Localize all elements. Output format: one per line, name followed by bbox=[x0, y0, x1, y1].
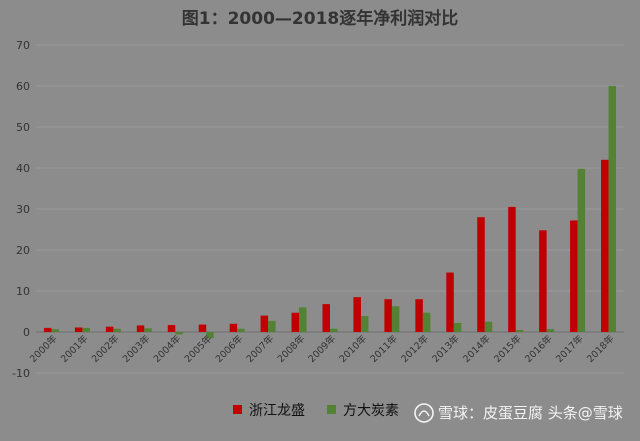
bar-fangda-carbon bbox=[175, 332, 183, 335]
bar-zhejiang-longsheng bbox=[415, 299, 423, 332]
bar-fangda-carbon bbox=[144, 328, 152, 332]
x-tick-label: 2013年 bbox=[430, 332, 463, 365]
bar-zhejiang-longsheng bbox=[43, 327, 52, 332]
bar-zhejiang-longsheng bbox=[167, 325, 176, 332]
bar-fangda-carbon bbox=[237, 328, 245, 332]
x-tick-label: 2000年 bbox=[27, 332, 60, 365]
legend-swatch-fangda-carbon bbox=[327, 405, 336, 414]
bar-zhejiang-longsheng bbox=[229, 323, 238, 332]
bar-fangda-carbon bbox=[484, 321, 493, 332]
x-tick-label: 2004年 bbox=[151, 332, 184, 365]
bar-zhejiang-longsheng bbox=[291, 312, 300, 332]
bar-fangda-carbon bbox=[268, 320, 276, 332]
x-tick-label: 2012年 bbox=[399, 332, 432, 365]
x-tick-label: 2017年 bbox=[553, 332, 586, 365]
bar-zhejiang-longsheng bbox=[74, 327, 83, 332]
bar-fangda-carbon bbox=[360, 316, 369, 332]
legend-swatch-zhejiang-longsheng bbox=[233, 405, 242, 414]
bars bbox=[43, 86, 617, 339]
legend-label-fangda-carbon: 方大炭素 bbox=[343, 403, 399, 419]
legend-label-zhejiang-longsheng: 浙江龙盛 bbox=[249, 403, 305, 419]
bar-fangda-carbon bbox=[82, 327, 90, 332]
bar-fangda-carbon bbox=[330, 328, 338, 332]
y-tick-label: 20 bbox=[16, 244, 30, 257]
bar-zhejiang-longsheng bbox=[384, 299, 392, 332]
bar-zhejiang-longsheng bbox=[446, 272, 454, 332]
bar-zhejiang-longsheng bbox=[105, 326, 114, 332]
x-tick-label: 2001年 bbox=[58, 332, 91, 365]
legend: 浙江龙盛 方大炭素 bbox=[233, 403, 399, 419]
bar-fangda-carbon bbox=[577, 168, 586, 332]
bar-zhejiang-longsheng bbox=[353, 297, 361, 332]
y-axis: 70 60 50 40 30 20 10 0 -10 bbox=[12, 39, 30, 380]
watermark: 雪球：皮蛋豆腐 头条@雪球 bbox=[414, 403, 623, 423]
bar-zhejiang-longsheng bbox=[539, 230, 547, 332]
y-tick-label: 0 bbox=[23, 326, 30, 339]
y-tick-label: 30 bbox=[16, 203, 30, 216]
bar-zhejiang-longsheng bbox=[477, 217, 485, 332]
bar-fangda-carbon bbox=[299, 307, 307, 332]
bar-fangda-carbon bbox=[453, 322, 462, 332]
y-tick-label: 60 bbox=[16, 80, 30, 93]
bar-fangda-carbon bbox=[51, 329, 59, 332]
bar-fangda-carbon bbox=[608, 86, 617, 332]
x-tick-label: 2010年 bbox=[337, 332, 370, 365]
x-tick-label: 2015年 bbox=[491, 332, 524, 365]
chart-title: 图1：2000—2018逐年净利润对比 bbox=[182, 8, 458, 29]
x-tick-label: 2009年 bbox=[306, 332, 339, 365]
bar-zhejiang-longsheng bbox=[198, 324, 207, 332]
x-tick-label: 2011年 bbox=[368, 332, 401, 365]
bar-zhejiang-longsheng bbox=[260, 315, 269, 332]
bar-fangda-carbon bbox=[391, 306, 400, 332]
bar-fangda-carbon bbox=[206, 332, 214, 339]
bar-fangda-carbon bbox=[515, 329, 524, 332]
bar-zhejiang-longsheng bbox=[322, 304, 330, 332]
x-tick-label: 2016年 bbox=[522, 332, 555, 365]
y-tick-label: 70 bbox=[16, 39, 30, 52]
bar-zhejiang-longsheng bbox=[570, 220, 578, 332]
bar-fangda-carbon bbox=[422, 312, 431, 332]
x-tick-label: 2007年 bbox=[244, 332, 277, 365]
gridlines bbox=[36, 44, 624, 374]
x-tick-label: 2003年 bbox=[120, 332, 153, 365]
bar-fangda-carbon bbox=[113, 328, 121, 332]
x-tick-label: 2008年 bbox=[275, 332, 308, 365]
y-tick-label: -10 bbox=[12, 367, 30, 380]
snowball-logo-icon bbox=[414, 403, 434, 423]
bar-zhejiang-longsheng bbox=[136, 325, 145, 332]
x-tick-label: 2014年 bbox=[461, 332, 494, 365]
x-tick-label: 2002年 bbox=[89, 332, 122, 365]
bar-fangda-carbon bbox=[546, 329, 555, 332]
x-axis: 2000年 2001年 2002年 2003年 2004年 2005年 2006年 2007年… bbox=[27, 332, 617, 365]
y-tick-label: 10 bbox=[16, 285, 30, 298]
x-tick-label: 2005年 bbox=[182, 332, 215, 365]
y-tick-label: 40 bbox=[16, 162, 30, 175]
bar-zhejiang-longsheng bbox=[508, 206, 516, 332]
x-tick-label: 2018年 bbox=[584, 332, 617, 365]
watermark-text: 雪球：皮蛋豆腐 头条@雪球 bbox=[438, 404, 623, 422]
y-tick-label: 50 bbox=[16, 121, 30, 134]
x-tick-label: 2006年 bbox=[213, 332, 246, 365]
bar-zhejiang-longsheng bbox=[601, 159, 609, 332]
snowball-logo-mark-icon bbox=[418, 410, 430, 417]
